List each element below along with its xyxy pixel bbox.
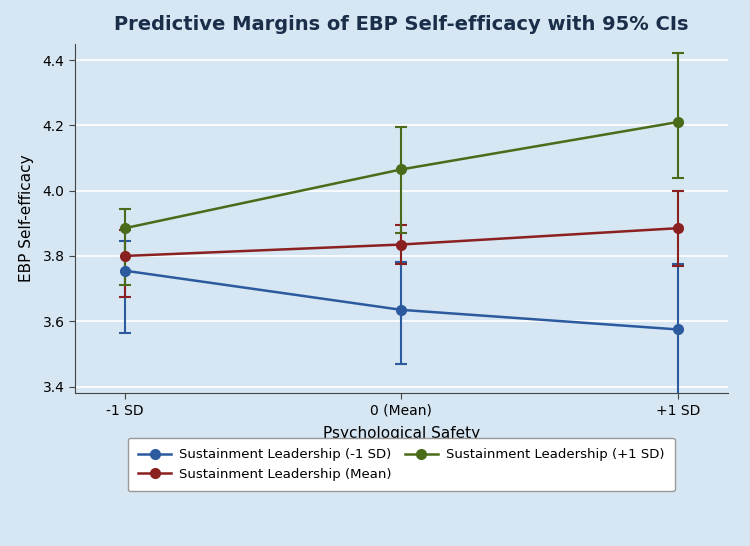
Legend: Sustainment Leadership (-1 SD), Sustainment Leadership (Mean), Sustainment Leade: Sustainment Leadership (-1 SD), Sustainm… <box>128 438 675 491</box>
Title: Predictive Margins of EBP Self-efficacy with 95% CIs: Predictive Margins of EBP Self-efficacy … <box>114 15 688 34</box>
Y-axis label: EBP Self-efficacy: EBP Self-efficacy <box>20 155 34 282</box>
X-axis label: Psychological Safety: Psychological Safety <box>322 426 480 441</box>
